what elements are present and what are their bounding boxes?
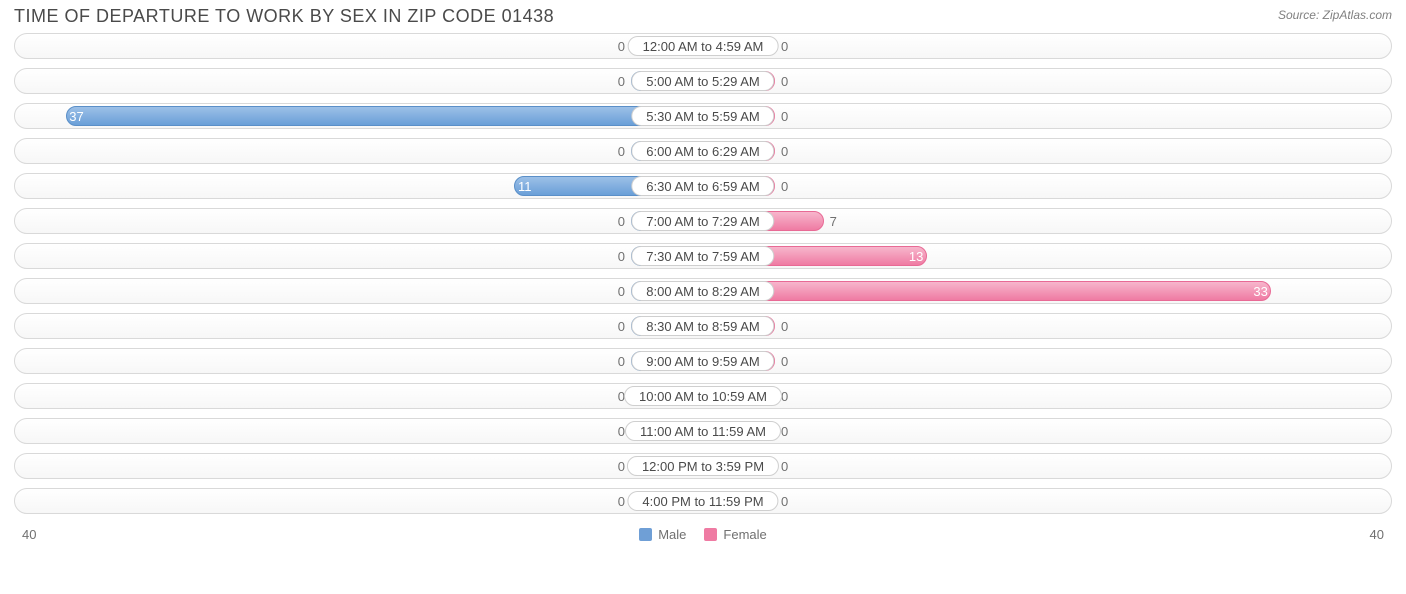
row-label: 5:00 AM to 5:29 AM	[631, 71, 774, 91]
swatch-female	[704, 528, 717, 541]
row-label: 10:00 AM to 10:59 AM	[624, 386, 782, 406]
legend: Male Female	[639, 527, 767, 542]
row-label: 12:00 PM to 3:59 PM	[627, 456, 779, 476]
value-female: 0	[781, 34, 788, 58]
chart-row: 0 13 7:30 AM to 7:59 AM	[14, 243, 1392, 269]
value-male: 11	[508, 174, 542, 198]
value-male: 0	[618, 279, 625, 303]
value-female: 33	[1243, 279, 1277, 303]
value-female: 0	[781, 104, 788, 128]
value-female: 0	[781, 384, 788, 408]
value-female: 0	[781, 454, 788, 478]
row-label: 5:30 AM to 5:59 AM	[631, 106, 774, 126]
value-female: 0	[781, 314, 788, 338]
source-label: Source: ZipAtlas.com	[1278, 6, 1392, 22]
value-male: 0	[618, 34, 625, 58]
value-male: 0	[618, 419, 625, 443]
row-label: 11:00 AM to 11:59 AM	[625, 421, 781, 441]
chart-row: 11 0 6:30 AM to 6:59 AM	[14, 173, 1392, 199]
row-label: 8:00 AM to 8:29 AM	[631, 281, 774, 301]
value-male: 0	[618, 454, 625, 478]
row-label: 6:00 AM to 6:29 AM	[631, 141, 774, 161]
chart-row: 0010:00 AM to 10:59 AM	[14, 383, 1392, 409]
row-label: 7:00 AM to 7:29 AM	[631, 211, 774, 231]
value-female: 0	[781, 174, 788, 198]
value-female: 13	[899, 244, 933, 268]
value-male: 0	[618, 209, 625, 233]
row-label: 6:30 AM to 6:59 AM	[631, 176, 774, 196]
legend-label-male: Male	[658, 527, 686, 542]
chart-row: 0 7 7:00 AM to 7:29 AM	[14, 208, 1392, 234]
value-female: 0	[781, 139, 788, 163]
row-label: 12:00 AM to 4:59 AM	[628, 36, 779, 56]
legend-item-female: Female	[704, 527, 766, 542]
legend-item-male: Male	[639, 527, 686, 542]
chart-row: 0 04:00 PM to 11:59 PM	[14, 488, 1392, 514]
chart-row: 0 0 6:00 AM to 6:29 AM	[14, 138, 1392, 164]
value-female: 0	[781, 349, 788, 373]
swatch-male	[639, 528, 652, 541]
chart-footer: 40 Male Female 40	[0, 525, 1406, 550]
row-label: 4:00 PM to 11:59 PM	[627, 491, 778, 511]
axis-max-right: 40	[1370, 527, 1384, 542]
chart-row: 0 0 8:30 AM to 8:59 AM	[14, 313, 1392, 339]
row-label: 8:30 AM to 8:59 AM	[631, 316, 774, 336]
value-male: 0	[618, 349, 625, 373]
chart-row: 0 0 9:00 AM to 9:59 AM	[14, 348, 1392, 374]
value-male: 37	[59, 104, 93, 128]
row-label: 7:30 AM to 7:59 AM	[631, 246, 774, 266]
chart-row: 0 012:00 AM to 4:59 AM	[14, 33, 1392, 59]
bar-male	[66, 106, 703, 126]
value-female: 0	[781, 69, 788, 93]
value-female: 7	[830, 209, 837, 233]
value-female: 0	[781, 419, 788, 443]
value-male: 0	[618, 314, 625, 338]
value-male: 0	[618, 489, 625, 513]
chart-title: TIME OF DEPARTURE TO WORK BY SEX IN ZIP …	[14, 6, 554, 27]
chart-row: 0 33 8:00 AM to 8:29 AM	[14, 278, 1392, 304]
chart-row: 0 0 5:00 AM to 5:29 AM	[14, 68, 1392, 94]
bar-female	[703, 281, 1271, 301]
value-female: 0	[781, 489, 788, 513]
chart-row: 0 012:00 PM to 3:59 PM	[14, 453, 1392, 479]
legend-label-female: Female	[723, 527, 766, 542]
diverging-bar-chart: 0012:00 AM to 4:59 AM005:00 AM to 5:29 A…	[0, 31, 1406, 525]
value-male: 0	[618, 69, 625, 93]
value-male: 0	[618, 244, 625, 268]
header: TIME OF DEPARTURE TO WORK BY SEX IN ZIP …	[0, 0, 1406, 31]
value-male: 0	[618, 139, 625, 163]
row-label: 9:00 AM to 9:59 AM	[631, 351, 774, 371]
chart-row: 0 011:00 AM to 11:59 AM	[14, 418, 1392, 444]
chart-row: 37 0 5:30 AM to 5:59 AM	[14, 103, 1392, 129]
axis-max-left: 40	[22, 527, 36, 542]
